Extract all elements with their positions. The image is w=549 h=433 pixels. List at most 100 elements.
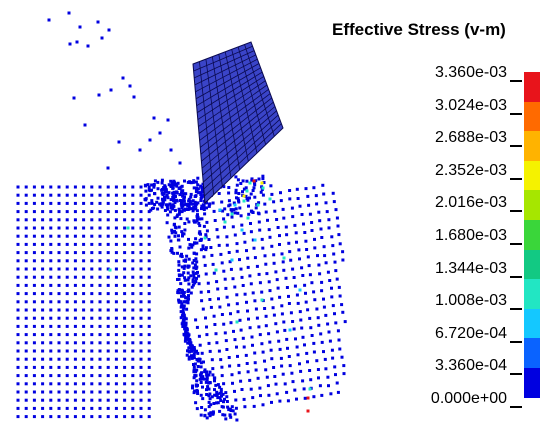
particle [161, 197, 164, 201]
particle [335, 216, 339, 220]
particle [221, 209, 225, 213]
particle [194, 180, 198, 184]
particle [196, 213, 199, 217]
particle [310, 334, 314, 337]
particle [314, 194, 318, 198]
particle [106, 349, 110, 353]
particle [24, 398, 28, 402]
particle [343, 320, 347, 324]
particle [200, 371, 204, 375]
particle [200, 207, 203, 211]
particle [174, 231, 178, 235]
particle [202, 255, 206, 259]
particle [161, 193, 165, 197]
particle [223, 277, 227, 281]
particle [272, 313, 276, 317]
particle [228, 260, 232, 264]
particle [49, 341, 53, 345]
particle [16, 234, 20, 238]
legend-tick [510, 373, 522, 376]
legend-label: 6.720e-04 [434, 324, 507, 342]
particle [224, 339, 228, 343]
particle [131, 218, 135, 222]
particle [98, 259, 102, 263]
particle [199, 393, 203, 397]
particle [288, 250, 292, 254]
particle [235, 293, 239, 297]
particle [227, 356, 231, 359]
particle [106, 201, 110, 205]
particle [106, 242, 110, 246]
particle [283, 328, 287, 332]
particle [144, 197, 148, 201]
particle [16, 267, 20, 271]
particle [320, 393, 324, 397]
particle [219, 252, 223, 256]
particle [205, 378, 209, 382]
particle [16, 357, 20, 361]
particle [163, 184, 167, 188]
particle [199, 193, 203, 196]
particle [24, 365, 28, 369]
particle [326, 375, 330, 379]
particle [257, 201, 261, 205]
particle [49, 365, 53, 369]
particle [147, 267, 151, 271]
particle [230, 212, 234, 216]
particle [330, 286, 333, 290]
particle [213, 379, 216, 383]
particle [98, 406, 102, 410]
particle [160, 181, 164, 185]
particle [98, 357, 102, 361]
particle [65, 374, 69, 378]
particle [139, 210, 143, 214]
particle [298, 310, 302, 314]
particle [227, 186, 231, 189]
particle [188, 346, 192, 350]
particle [169, 179, 173, 183]
particle [147, 406, 151, 410]
particle [241, 336, 245, 340]
particle [203, 212, 207, 216]
particle [205, 375, 209, 379]
particle [250, 335, 254, 339]
particle [41, 341, 45, 345]
particle [65, 415, 69, 419]
particle [302, 222, 305, 226]
particle [246, 370, 250, 374]
particle [263, 359, 266, 363]
particle [147, 365, 151, 369]
particle [199, 361, 203, 365]
particle [180, 204, 184, 208]
particle [295, 345, 299, 349]
particle [114, 341, 118, 345]
particle [300, 213, 304, 216]
particle [166, 207, 170, 211]
particle [106, 300, 110, 304]
particle [82, 374, 86, 378]
particle [176, 289, 180, 293]
particle [16, 374, 20, 378]
particle [234, 207, 238, 211]
particle [194, 237, 198, 241]
particle [319, 227, 323, 231]
particle [183, 207, 187, 211]
legend-tick [510, 308, 522, 311]
particle [123, 185, 127, 189]
particle [172, 190, 176, 194]
plate-mesh-line [202, 114, 279, 183]
particle [224, 391, 228, 395]
particle [289, 258, 293, 262]
particle [123, 300, 127, 304]
particle [288, 364, 292, 368]
particle-field [16, 11, 347, 422]
particle [290, 371, 294, 375]
particle [114, 390, 118, 394]
particle [220, 405, 224, 409]
particle [73, 226, 77, 230]
particle [24, 357, 28, 361]
particle [313, 237, 316, 241]
legend-label: 3.360e-03 [434, 64, 507, 81]
particle [326, 270, 330, 274]
particle [273, 209, 277, 213]
